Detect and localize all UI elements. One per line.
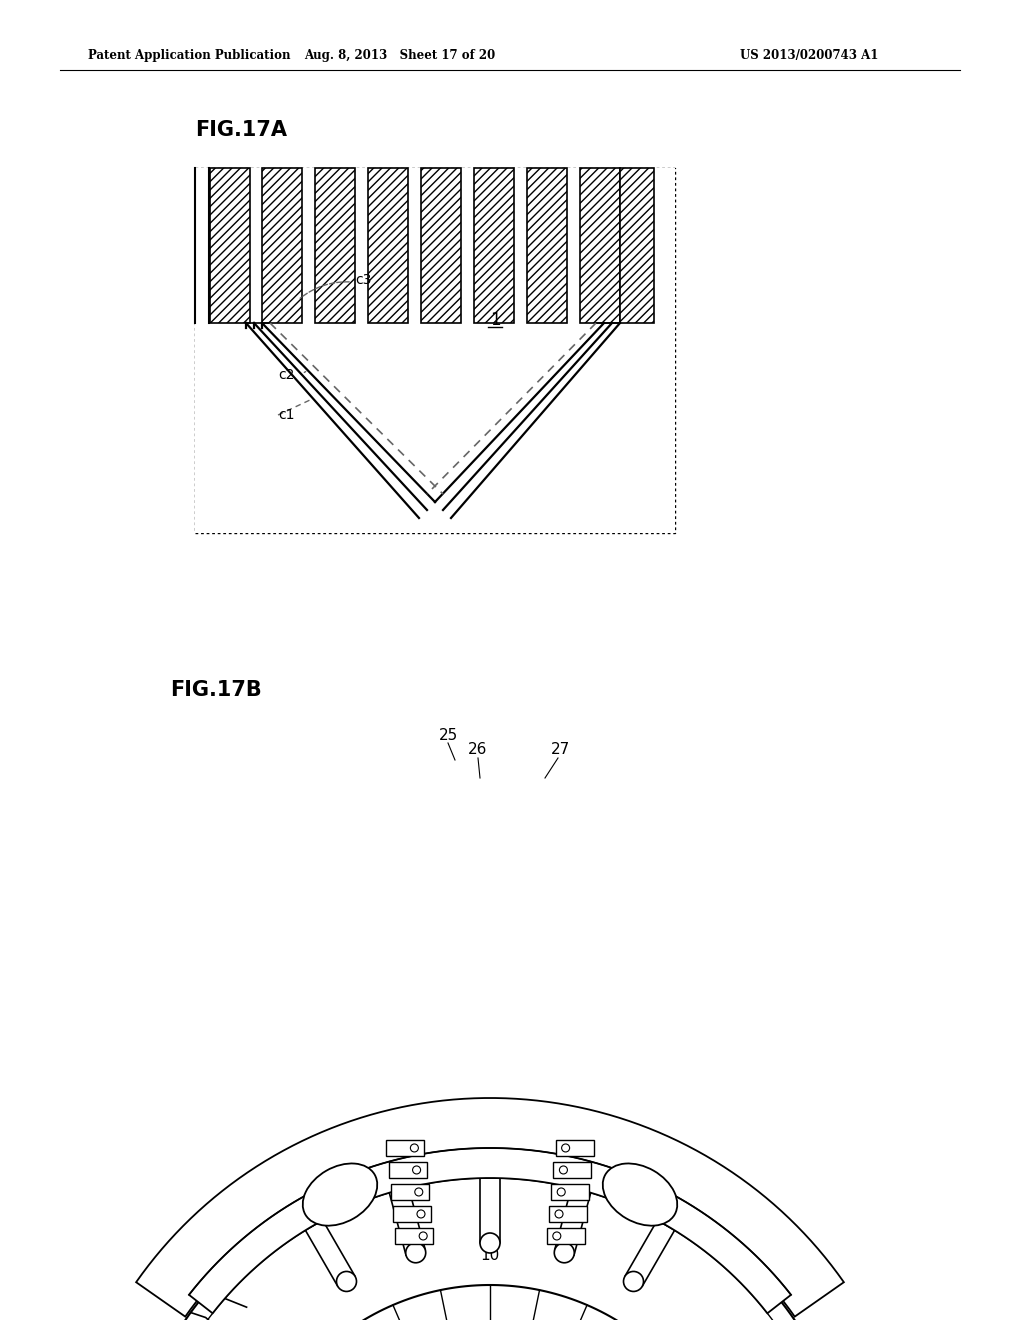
Text: 25: 25 [438, 727, 458, 742]
Circle shape [480, 1233, 500, 1253]
Text: c3: c3 [355, 273, 372, 286]
Bar [262, 168, 302, 323]
Polygon shape [555, 1188, 591, 1255]
Bar [315, 168, 355, 323]
Circle shape [337, 1271, 356, 1291]
Polygon shape [305, 1220, 355, 1287]
Bar [388, 1162, 427, 1177]
Bar [195, 168, 675, 533]
Bar [395, 1228, 433, 1243]
Circle shape [411, 1144, 419, 1152]
Text: FIG.17A: FIG.17A [195, 120, 287, 140]
Text: FIG.17B: FIG.17B [170, 680, 262, 700]
Text: Patent Application Publication: Patent Application Publication [88, 49, 291, 62]
Bar [386, 1140, 424, 1156]
Text: US 2013/0200743 A1: US 2013/0200743 A1 [740, 49, 879, 62]
Bar [547, 1228, 585, 1243]
Circle shape [561, 1144, 569, 1152]
Bar [474, 168, 514, 323]
Polygon shape [389, 1188, 425, 1255]
Text: 10: 10 [480, 1247, 500, 1262]
Bar [580, 168, 620, 323]
Circle shape [417, 1210, 425, 1218]
Circle shape [624, 1271, 643, 1291]
Bar [393, 1206, 431, 1222]
Circle shape [415, 1188, 423, 1196]
Polygon shape [136, 1098, 844, 1316]
Bar [620, 168, 654, 323]
Text: c2: c2 [278, 368, 294, 381]
Bar [556, 1140, 594, 1156]
Bar [391, 1184, 429, 1200]
Bar [421, 168, 461, 323]
Ellipse shape [603, 1163, 677, 1226]
Text: Aug. 8, 2013   Sheet 17 of 20: Aug. 8, 2013 Sheet 17 of 20 [304, 49, 496, 62]
Bar [210, 168, 250, 323]
Circle shape [555, 1210, 563, 1218]
Polygon shape [163, 1160, 817, 1320]
Circle shape [419, 1232, 427, 1239]
Bar [553, 1162, 592, 1177]
Text: 27: 27 [550, 742, 569, 758]
Circle shape [406, 1242, 426, 1263]
Polygon shape [480, 1177, 500, 1243]
Bar [195, 168, 675, 533]
Circle shape [553, 1232, 561, 1239]
Text: 26: 26 [468, 742, 487, 758]
Bar [368, 168, 408, 323]
Text: 1: 1 [490, 312, 501, 329]
Bar [549, 1206, 587, 1222]
Circle shape [413, 1166, 421, 1173]
Polygon shape [625, 1220, 675, 1287]
Polygon shape [189, 1148, 791, 1313]
Text: c1: c1 [278, 408, 295, 422]
Circle shape [559, 1166, 567, 1173]
Circle shape [557, 1188, 565, 1196]
Ellipse shape [303, 1163, 377, 1226]
Circle shape [554, 1242, 574, 1263]
Bar [551, 1184, 589, 1200]
Bar [527, 168, 567, 323]
